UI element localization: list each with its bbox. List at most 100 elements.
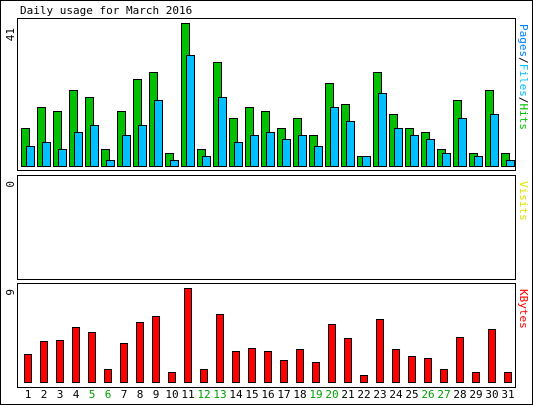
bar-kbytes-day-5 bbox=[88, 332, 96, 383]
x-tick-label-day-26: 26 bbox=[421, 388, 434, 401]
bar-kbytes-day-28 bbox=[456, 337, 464, 383]
side-label-visits: Visits bbox=[517, 181, 530, 221]
x-tick-label-day-13: 13 bbox=[213, 388, 226, 401]
bar-kbytes-day-26 bbox=[424, 358, 432, 383]
x-tick-label-day-15: 15 bbox=[245, 388, 258, 401]
bar-kbytes-day-4 bbox=[72, 327, 80, 383]
bar-kbytes-day-14 bbox=[232, 351, 240, 383]
ymax-label-pages-files-hits: 41 bbox=[4, 28, 17, 41]
bar-kbytes-day-15 bbox=[248, 348, 256, 383]
bar-files-day-19 bbox=[314, 146, 323, 167]
bar-kbytes-day-10 bbox=[168, 372, 176, 383]
panel-frame-visits bbox=[17, 175, 516, 280]
bar-kbytes-day-29 bbox=[472, 372, 480, 383]
bar-kbytes-day-22 bbox=[360, 375, 368, 383]
side-label-pages-files-hits: Pages/Files/Hits bbox=[517, 24, 530, 130]
bar-kbytes-day-11 bbox=[184, 288, 192, 383]
bar-files-day-14 bbox=[234, 142, 243, 167]
bar-kbytes-day-16 bbox=[264, 351, 272, 383]
bar-kbytes-day-20 bbox=[328, 324, 336, 383]
bar-files-day-16 bbox=[266, 132, 275, 167]
x-tick-label-day-14: 14 bbox=[229, 388, 243, 401]
x-tick-label-day-11: 11 bbox=[181, 388, 194, 401]
bar-kbytes-day-1 bbox=[24, 354, 32, 383]
side-label-text-visits: Visits bbox=[517, 181, 530, 221]
bar-kbytes-day-6 bbox=[104, 369, 112, 383]
x-tick-label-day-31: 31 bbox=[501, 388, 514, 401]
side-label-part-0: Visits bbox=[517, 181, 530, 221]
bar-kbytes-day-30 bbox=[488, 329, 496, 383]
bar-kbytes-day-31 bbox=[504, 372, 512, 383]
x-tick-label-day-3: 3 bbox=[57, 388, 64, 401]
ymax-label-visits: 0 bbox=[4, 181, 17, 188]
side-label-kbytes: KBytes bbox=[517, 289, 530, 329]
bar-kbytes-day-18 bbox=[296, 349, 304, 383]
x-tick-label-day-29: 29 bbox=[469, 388, 482, 401]
bar-kbytes-day-21 bbox=[344, 338, 352, 383]
x-tick-label-day-25: 25 bbox=[405, 388, 418, 401]
bar-files-day-23 bbox=[378, 93, 387, 167]
x-tick-label-day-9: 9 bbox=[153, 388, 160, 401]
side-label-part-0: KBytes bbox=[517, 289, 530, 329]
bar-hits-day-3 bbox=[53, 111, 62, 167]
bar-kbytes-day-12 bbox=[200, 369, 208, 383]
x-tick-label-day-12: 12 bbox=[197, 388, 210, 401]
bar-files-day-25 bbox=[410, 135, 419, 167]
x-tick-label-day-8: 8 bbox=[137, 388, 144, 401]
x-tick-label-day-6: 6 bbox=[105, 388, 112, 401]
bar-kbytes-day-25 bbox=[408, 356, 416, 383]
x-tick-label-day-7: 7 bbox=[121, 388, 128, 401]
bar-files-day-7 bbox=[122, 135, 131, 167]
bar-files-day-2 bbox=[42, 142, 51, 167]
bar-files-day-30 bbox=[490, 114, 499, 167]
x-tick-label-day-16: 16 bbox=[261, 388, 274, 401]
bar-files-day-28 bbox=[458, 118, 467, 167]
bar-files-day-20 bbox=[330, 107, 339, 167]
bar-hits-day-6 bbox=[101, 149, 110, 167]
x-tick-label-day-18: 18 bbox=[293, 388, 306, 401]
x-tick-label-day-20: 20 bbox=[325, 388, 338, 401]
bar-files-day-29 bbox=[474, 156, 483, 167]
bar-kbytes-day-7 bbox=[120, 343, 128, 383]
panel-kbytes: 9 KBytes bbox=[4, 283, 530, 388]
bar-files-day-21 bbox=[346, 121, 355, 167]
side-label-part-1: / bbox=[517, 57, 530, 64]
bar-files-day-10 bbox=[170, 160, 179, 167]
x-tick-label-day-27: 27 bbox=[437, 388, 450, 401]
x-tick-label-day-10: 10 bbox=[165, 388, 178, 401]
bar-files-day-13 bbox=[218, 97, 227, 167]
bar-files-day-4 bbox=[74, 132, 83, 167]
bar-files-day-18 bbox=[298, 135, 307, 167]
side-label-part-2: Files bbox=[517, 64, 530, 97]
bar-hits-day-4 bbox=[69, 90, 78, 167]
side-label-part-0: Pages bbox=[517, 24, 530, 57]
side-label-text-kbytes: KBytes bbox=[517, 289, 530, 329]
x-tick-label-day-28: 28 bbox=[453, 388, 466, 401]
panel-pages-files-hits: 41 Pages/Files/Hits bbox=[4, 18, 530, 171]
bar-files-day-31 bbox=[506, 160, 515, 167]
bar-files-day-3 bbox=[58, 149, 67, 167]
bar-files-day-15 bbox=[250, 135, 259, 167]
bar-hits-day-8 bbox=[133, 79, 142, 167]
x-tick-label-day-2: 2 bbox=[41, 388, 48, 401]
x-tick-label-day-19: 19 bbox=[309, 388, 322, 401]
bar-files-day-5 bbox=[90, 125, 99, 167]
bar-files-day-6 bbox=[106, 160, 115, 167]
bar-files-day-17 bbox=[282, 139, 291, 167]
bar-kbytes-day-23 bbox=[376, 319, 384, 383]
x-tick-label-day-4: 4 bbox=[73, 388, 80, 401]
bar-kbytes-day-8 bbox=[136, 322, 144, 383]
bar-kbytes-day-19 bbox=[312, 362, 320, 383]
bar-files-day-11 bbox=[186, 55, 195, 167]
bar-kbytes-day-3 bbox=[56, 340, 64, 383]
x-axis-day-labels: 1 2 3 4 5 6 7 8 9 10 11 12 13 14 15 16 17 18 19 20 21 22 23 24 2… bbox=[25, 388, 515, 401]
bar-hits-day-2 bbox=[37, 107, 46, 167]
bars-kbytes bbox=[24, 288, 512, 383]
bar-kbytes-day-27 bbox=[440, 369, 448, 383]
side-label-part-4: Hits bbox=[517, 104, 530, 131]
x-tick-label-day-30: 30 bbox=[485, 388, 498, 401]
side-label-part-3: / bbox=[517, 97, 530, 104]
panel-visits: 0 Visits bbox=[4, 175, 530, 280]
bar-kbytes-day-24 bbox=[392, 349, 400, 383]
